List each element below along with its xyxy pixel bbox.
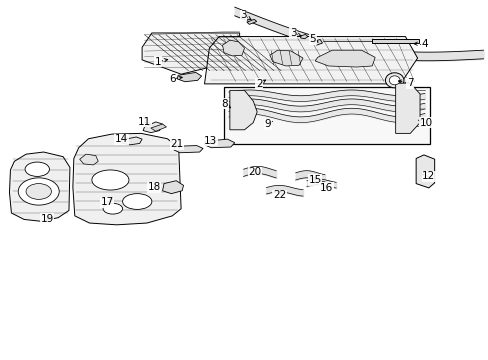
Text: 15: 15 [308, 175, 321, 185]
Text: 19: 19 [41, 214, 54, 224]
Polygon shape [246, 19, 256, 24]
Polygon shape [269, 50, 303, 66]
Text: 3: 3 [240, 10, 246, 20]
Text: 12: 12 [421, 171, 434, 181]
Polygon shape [300, 35, 307, 39]
Ellipse shape [388, 76, 399, 85]
Text: 5: 5 [309, 35, 315, 44]
Ellipse shape [18, 178, 59, 205]
Text: 1: 1 [154, 57, 161, 67]
Polygon shape [204, 139, 234, 148]
Ellipse shape [92, 170, 129, 190]
Text: 2: 2 [255, 79, 262, 89]
Polygon shape [143, 122, 162, 133]
Polygon shape [151, 124, 166, 131]
Polygon shape [142, 33, 239, 74]
Text: 4: 4 [421, 39, 427, 49]
Text: 13: 13 [203, 136, 217, 145]
Polygon shape [173, 145, 203, 153]
Text: 17: 17 [100, 197, 113, 207]
Polygon shape [229, 90, 257, 130]
Text: 18: 18 [147, 182, 161, 192]
Text: 3: 3 [289, 28, 296, 38]
Polygon shape [122, 137, 142, 145]
Text: 20: 20 [248, 167, 261, 177]
Bar [371, 39, 418, 43]
Polygon shape [222, 40, 244, 56]
Polygon shape [204, 37, 417, 84]
Text: 16: 16 [319, 183, 332, 193]
Text: 6: 6 [169, 74, 175, 84]
Text: 14: 14 [115, 134, 128, 144]
Polygon shape [315, 50, 374, 67]
Polygon shape [177, 72, 201, 82]
Polygon shape [314, 40, 322, 45]
Ellipse shape [385, 73, 403, 88]
Text: 9: 9 [264, 120, 271, 129]
Ellipse shape [103, 203, 122, 214]
Text: 8: 8 [221, 99, 228, 109]
Bar [224, 87, 429, 144]
Polygon shape [9, 152, 70, 221]
Text: 22: 22 [272, 190, 285, 200]
Ellipse shape [122, 194, 152, 210]
Ellipse shape [26, 184, 51, 199]
Text: 10: 10 [419, 118, 431, 128]
Polygon shape [162, 181, 183, 194]
Ellipse shape [25, 162, 49, 176]
Polygon shape [395, 83, 419, 134]
Text: 7: 7 [406, 78, 413, 88]
Polygon shape [415, 155, 434, 188]
Polygon shape [73, 134, 181, 225]
Text: 11: 11 [138, 117, 151, 127]
Polygon shape [80, 154, 98, 165]
Text: 21: 21 [170, 139, 183, 149]
